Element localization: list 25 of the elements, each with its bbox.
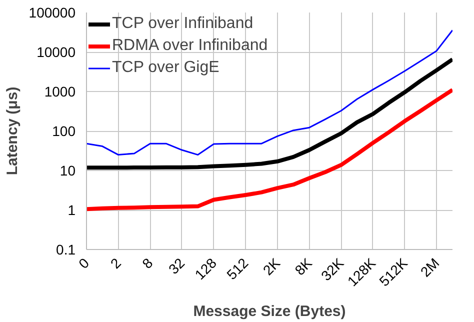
legend-label: RDMA over Infiniband: [112, 37, 268, 55]
x-tick-label: 32: [165, 254, 188, 278]
legend-label: TCP over Infiniband: [112, 15, 254, 33]
y-axis-title: Latency (μs): [4, 86, 21, 176]
y-tick-label: 1: [68, 202, 76, 218]
y-tick-label: 100000: [28, 4, 76, 20]
x-tick-label: 128: [192, 254, 220, 283]
legend-label: TCP over GigE: [112, 59, 220, 77]
y-tick-label: 10: [60, 162, 76, 178]
x-tick-label: 2: [107, 254, 124, 272]
y-tick-label: 10000: [36, 44, 76, 60]
line-series: [86, 57, 452, 170]
x-tick-label: 2K: [260, 254, 284, 278]
line-series: [86, 88, 452, 212]
x-tick-label: 512: [223, 254, 252, 283]
x-tick-label: 2M: [417, 254, 442, 280]
x-tick-label: 32K: [318, 254, 348, 284]
y-tick-label: 100: [52, 123, 76, 139]
y-tick-label: 1000: [44, 84, 76, 100]
y-tick-label: 0.1: [56, 242, 76, 258]
line-series: [86, 30, 452, 156]
x-axis-title: Message Size (Bytes): [193, 302, 346, 320]
x-tick-label: 8: [138, 254, 156, 272]
x-tick-label: 8K: [292, 254, 316, 278]
x-tick-label: 0: [75, 254, 92, 272]
